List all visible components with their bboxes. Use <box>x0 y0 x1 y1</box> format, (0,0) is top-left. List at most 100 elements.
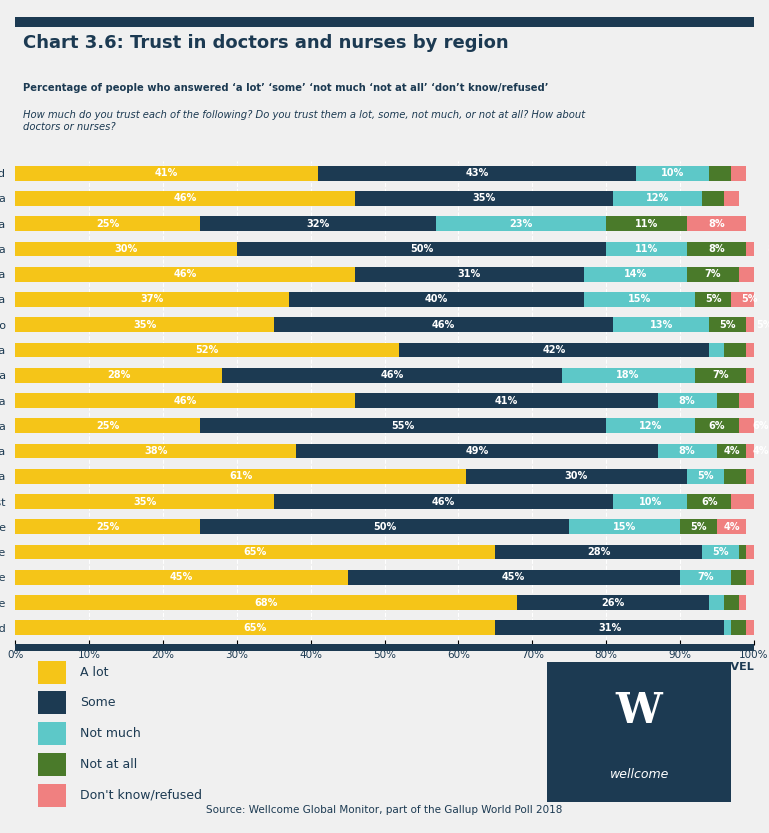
Text: 6%: 6% <box>701 496 717 506</box>
Text: 30%: 30% <box>115 244 138 254</box>
Text: 4%: 4% <box>723 446 740 456</box>
Text: 37%: 37% <box>140 295 164 305</box>
Bar <box>237 242 606 257</box>
Bar <box>746 317 769 332</box>
Bar <box>702 545 739 559</box>
Bar <box>15 317 274 332</box>
Bar <box>15 570 348 585</box>
Bar <box>15 17 754 27</box>
Bar <box>38 722 65 745</box>
Bar <box>274 494 614 509</box>
Text: 50%: 50% <box>373 521 396 531</box>
Text: 5%: 5% <box>690 521 707 531</box>
Text: 38%: 38% <box>144 446 168 456</box>
Bar <box>318 166 635 181</box>
Text: 65%: 65% <box>244 623 267 633</box>
Text: 6%: 6% <box>708 421 725 431</box>
Text: 40%: 40% <box>424 295 448 305</box>
Text: 7%: 7% <box>712 370 729 380</box>
Bar <box>200 418 606 433</box>
Bar <box>746 342 754 357</box>
Bar <box>222 368 561 382</box>
Text: 32%: 32% <box>306 219 330 229</box>
Bar <box>38 784 65 806</box>
Text: 4%: 4% <box>723 521 740 531</box>
Bar <box>709 342 724 357</box>
Bar <box>15 393 355 408</box>
Bar <box>15 545 495 559</box>
Text: 35%: 35% <box>133 496 156 506</box>
Bar <box>739 418 769 433</box>
Text: 35%: 35% <box>133 320 156 330</box>
Bar <box>731 166 746 181</box>
Text: 46%: 46% <box>174 269 197 279</box>
Bar <box>687 494 731 509</box>
Bar <box>746 621 754 635</box>
Text: 49%: 49% <box>465 446 488 456</box>
Bar <box>687 242 746 257</box>
Text: 41%: 41% <box>494 396 518 406</box>
Text: 5%: 5% <box>757 320 769 330</box>
Bar <box>717 393 739 408</box>
Text: 61%: 61% <box>229 471 252 481</box>
Bar <box>15 191 355 206</box>
Text: W: W <box>616 690 663 731</box>
Text: 28%: 28% <box>107 370 131 380</box>
Text: 7%: 7% <box>697 572 714 582</box>
Bar <box>739 545 746 559</box>
Bar <box>15 418 200 433</box>
Text: 45%: 45% <box>502 572 525 582</box>
Text: 46%: 46% <box>380 370 404 380</box>
Bar <box>739 393 754 408</box>
Text: 5%: 5% <box>704 295 721 305</box>
Text: 12%: 12% <box>646 193 669 203</box>
Text: 46%: 46% <box>432 496 455 506</box>
Bar <box>355 393 657 408</box>
Text: 46%: 46% <box>174 396 197 406</box>
Bar <box>38 691 65 715</box>
Text: Not at all: Not at all <box>80 758 138 771</box>
Text: 8%: 8% <box>767 244 769 254</box>
Bar <box>495 621 724 635</box>
Text: TRUST LEVEL: TRUST LEVEL <box>671 662 754 672</box>
Bar <box>15 444 296 458</box>
Bar <box>724 596 739 610</box>
Bar <box>584 267 687 282</box>
Bar <box>606 217 687 231</box>
Text: A lot: A lot <box>80 666 109 679</box>
Text: 35%: 35% <box>472 193 496 203</box>
Text: 68%: 68% <box>255 597 278 607</box>
Bar <box>38 661 65 684</box>
Bar <box>731 494 754 509</box>
Bar <box>518 596 709 610</box>
Bar <box>15 596 518 610</box>
Bar <box>694 418 739 433</box>
Bar <box>746 368 768 382</box>
Text: 5%: 5% <box>720 320 736 330</box>
Text: 12%: 12% <box>638 421 662 431</box>
Bar <box>15 644 754 651</box>
Text: 15%: 15% <box>613 521 636 531</box>
Bar <box>717 520 746 534</box>
Bar <box>466 469 687 484</box>
Bar <box>739 596 746 610</box>
Text: 8%: 8% <box>679 396 695 406</box>
Bar <box>709 166 731 181</box>
Bar <box>547 661 731 802</box>
Bar <box>274 317 614 332</box>
Text: 10%: 10% <box>661 168 684 178</box>
Text: 52%: 52% <box>195 345 219 355</box>
Text: 8%: 8% <box>679 446 695 456</box>
Text: 46%: 46% <box>174 193 197 203</box>
Text: 25%: 25% <box>96 219 119 229</box>
Bar <box>731 621 746 635</box>
Text: 42%: 42% <box>543 345 566 355</box>
Text: 13%: 13% <box>650 320 673 330</box>
Text: wellcome: wellcome <box>610 768 669 781</box>
Text: 50%: 50% <box>410 244 433 254</box>
Bar <box>635 166 709 181</box>
Bar <box>606 418 694 433</box>
Text: 5%: 5% <box>712 547 729 557</box>
Text: 15%: 15% <box>628 295 651 305</box>
Bar <box>15 342 399 357</box>
